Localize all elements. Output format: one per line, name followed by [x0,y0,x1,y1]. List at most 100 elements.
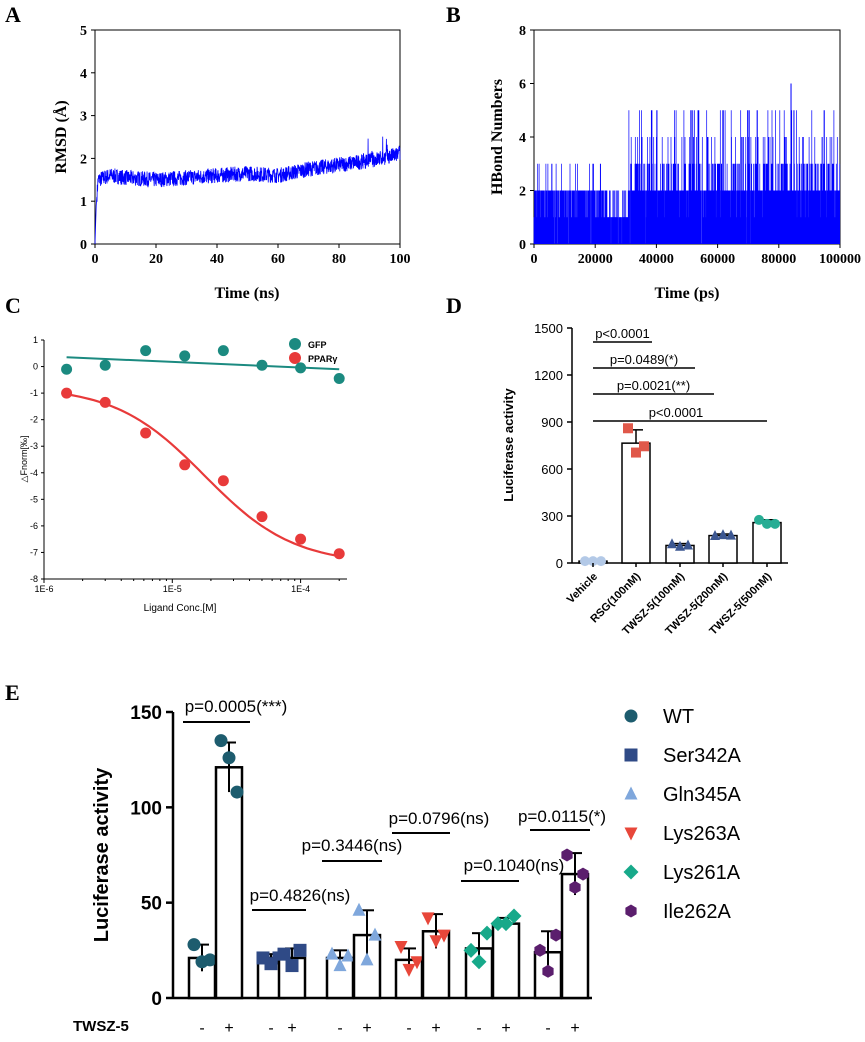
panel-a-x-tick-label: 60 [271,252,285,267]
panel-c-y-tick-label: -4 [30,468,38,478]
panel-c-y-label: △Fnorm[‰] [19,436,29,483]
panel-c-point-gfp [333,373,345,385]
panel-e-y-label: Luciferase activity [91,767,113,942]
panel-c-y-tick-label: -6 [30,521,38,531]
panel-d-point [580,556,590,567]
panel-a-x-label: Time (ns) [214,285,279,302]
panel-e-point [506,908,522,924]
panel-e-legend-label: Ser342A [663,745,741,767]
panel-a-y-tick-label: 0 [80,238,87,253]
legend-ppar-label: PPARγ [308,354,337,364]
panel-d-point [675,540,685,551]
panel-d-comparison-label: p<0.0001 [649,405,704,420]
panel-d-bar [621,442,651,564]
panel-e-point [325,946,339,960]
panel-e-sign-label: - [337,1020,342,1037]
panel-b-y-tick-label: 8 [519,24,526,39]
panel-c-point-gfp [295,362,307,374]
panel-label-c: C [5,293,21,318]
legend-gfp-label: GFP [308,340,327,350]
panel-e-point [402,963,416,977]
panel-e-point [550,928,562,942]
panel-c-point-ppar [333,548,345,560]
panel-d-point [667,538,677,549]
panel-e-bar [214,766,244,1000]
panel-e-point [277,947,291,961]
panel-b-x-tick-label: 40000 [639,252,674,267]
panel-label-b: B [446,2,461,27]
panel-a-y-label: RMSD (Å) [52,100,70,173]
panel-a-frame [94,29,401,245]
panel-c-y-tick-label: -3 [30,441,38,451]
panel-e-sign-label: - [199,1020,204,1037]
panel-label-d: D [446,293,462,318]
panel-e-comparison-label: p=0.0115(*) [518,807,606,826]
panel-e-legend-marker [625,904,637,918]
panel-e-point [429,935,443,949]
panel-e-point [285,959,299,973]
panel-c-y-tick-label: -1 [30,388,38,398]
panel-d-y-tick-label: 1500 [534,321,563,336]
panel-c-point-ppar [295,533,307,545]
chart-panel-d: Luciferase activity 0 300 600 900 1200 1500 Ve… [501,321,788,637]
panel-b-y-tick-label: 6 [519,78,526,93]
panel-e-sign-label: - [406,1020,411,1037]
panel-e-comparison-label: p=0.1040(ns) [464,856,565,875]
panel-d-category-label: Vehicle [565,571,600,606]
panel-e-sign-label: + [224,1020,233,1037]
chart-panel-c: △Fnorm[‰] Ligand Conc.[M] GFP PPARγ 1 0 -1… [19,335,347,614]
panel-e-point [490,916,506,932]
panel-b-y-tick-label: 0 [519,238,526,253]
panel-c-x-tick-label: 1E-6 [34,584,53,594]
panel-c-ppar-fit [66,393,340,558]
panel-a-y-tick-label: 1 [80,195,87,210]
panel-e-point [479,925,495,941]
panel-c-y-tick-label: 1 [33,335,38,345]
panel-c-y-tick-label: 0 [33,362,38,372]
panel-a-x-tick-label: 40 [210,252,224,267]
panel-c-x-label: Ligand Conc.[M] [144,603,217,614]
panel-d-y-tick-label: 900 [541,415,563,430]
panel-d-point [718,529,728,540]
panel-e-point [187,938,201,952]
panel-e-sign-label: + [431,1020,440,1037]
panel-e-sign-label: + [501,1020,510,1037]
panel-e-y-tick-label: 50 [141,894,162,915]
panel-d-point [683,539,693,550]
panel-e-legend-marker [624,786,638,800]
panel-b-x-tick-label: 60000 [700,252,735,267]
panel-e-y-tick-label: 100 [130,798,162,819]
panel-d-y-tick-label: 300 [541,509,563,524]
panel-c-x-tick-label: 1E-5 [163,584,182,594]
panel-a-y-tick-label: 5 [80,24,87,39]
panel-b-y-label: HBond Numbers [489,79,506,195]
panel-b-density-late [628,190,840,244]
panel-e-point [471,954,487,970]
panel-d-point [754,514,764,525]
panel-e-sign-label: + [570,1020,579,1037]
panel-c-point-ppar [140,427,152,439]
panel-d-point [623,423,633,434]
panel-c-point-gfp [140,345,152,357]
panel-e-point [421,912,435,926]
panel-e-point [498,916,514,932]
panel-d-comparison-label: p=0.0489(*) [610,352,678,367]
panel-a-rmsd-line [94,136,401,245]
panel-c-point-gfp [61,363,73,375]
panel-e-bar [421,930,451,1000]
panel-b-x-tick-label: 20000 [578,252,613,267]
panel-e-point [561,848,573,862]
panel-c-point-gfp [256,359,268,371]
panel-c-point-ppar [179,459,191,471]
panel-label-a: A [5,2,21,27]
panel-d-point [710,530,720,541]
panel-c-point-gfp [217,345,229,357]
panel-a-y-tick-label: 3 [80,110,87,125]
panel-e-treatment-label: TWSZ-5 [73,1018,129,1035]
panel-e-point [437,929,451,943]
panel-b-y-tick-label: 2 [519,185,526,200]
panel-c-point-ppar [217,475,229,487]
panel-e-comparison-label: p=0.0796(ns) [389,809,490,828]
panel-e-legend-label: WT [663,706,694,728]
